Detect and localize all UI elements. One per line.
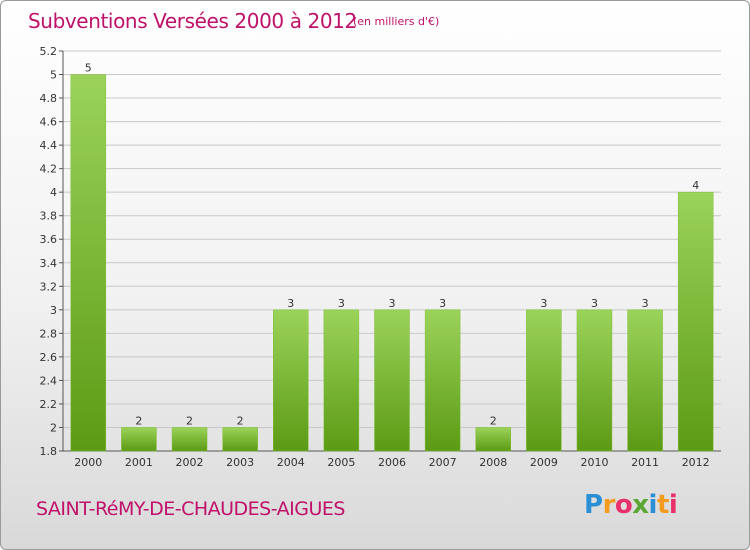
y-tick-label: 4.4 [40, 139, 58, 152]
x-tick-label: 2005 [327, 456, 355, 469]
bar-2000 [70, 74, 107, 452]
x-tick-label: 2001 [125, 456, 153, 469]
y-tick-label: 2.8 [40, 327, 58, 340]
x-tick-label: 2002 [176, 456, 204, 469]
y-tick-label: 4.6 [40, 116, 58, 129]
y-tick-label: 2.2 [40, 398, 58, 411]
x-tick-label: 2003 [226, 456, 254, 469]
bar-2003 [222, 427, 258, 452]
y-tick-label: 3.8 [40, 210, 58, 223]
commune-name: SAINT-RéMY-DE-CHAUDES-AIGUES [36, 498, 345, 520]
bar-2001 [121, 427, 157, 452]
data-label-2005: 3 [338, 297, 345, 310]
y-tick-label: 5.2 [40, 45, 58, 58]
x-tick-labels: 2000 2001 2002 2003 2004 2005 2006 2007 2008 2009… [74, 456, 709, 469]
data-label-2012: 4 [692, 179, 699, 192]
bars [70, 74, 714, 452]
x-tick-label: 2011 [631, 456, 659, 469]
data-label-2001: 2 [135, 414, 142, 427]
bar-2008 [475, 427, 511, 452]
y-tick-label: 3.2 [40, 280, 58, 293]
data-label-2004: 3 [287, 297, 294, 310]
x-tick-label: 2006 [378, 456, 406, 469]
data-label-2010: 3 [591, 297, 598, 310]
bar-2005 [323, 309, 360, 452]
data-label-2006: 3 [389, 297, 396, 310]
x-tick-label: 2007 [429, 456, 457, 469]
x-tick-label: 2008 [479, 456, 507, 469]
bar-2010 [576, 309, 613, 452]
data-label-2002: 2 [186, 414, 193, 427]
x-tick-label: 2000 [74, 456, 102, 469]
y-tick-label: 2.4 [40, 374, 58, 387]
x-tick-label: 2009 [530, 456, 558, 469]
unit-note: (en milliers d'€) [353, 15, 440, 28]
chart-title: Subventions Versées 2000 à 2012 [28, 9, 357, 33]
bar-2006 [374, 309, 410, 452]
y-tick-label: 1.8 [40, 445, 58, 458]
y-tick-labels: 5.2 5 4.8 4.6 4.4 4.2 4 3.8 3.6 3.4 3.2 3 2.8 2.6 2.4 2… [40, 45, 58, 458]
data-labels: 5 2 2 2 3 3 3 3 2 3 3 3 4 [85, 62, 699, 428]
data-label-2011: 3 [642, 297, 649, 310]
x-tick-label: 2012 [682, 456, 710, 469]
y-tick-label: 4.2 [40, 163, 58, 176]
bar-2004 [273, 309, 309, 452]
bar-2007 [424, 309, 461, 452]
bar-2009 [526, 309, 562, 452]
y-tick-label: 2 [50, 421, 57, 434]
x-tick-label: 2010 [580, 456, 608, 469]
bar-2012 [677, 191, 714, 452]
data-label-2000: 5 [85, 62, 92, 75]
data-label-2008: 2 [490, 414, 497, 427]
y-tick-label: 3.4 [40, 257, 58, 270]
data-label-2009: 3 [540, 297, 547, 310]
bar-2002 [171, 427, 208, 452]
data-label-2007: 3 [439, 297, 446, 310]
x-tick-label: 2004 [277, 456, 305, 469]
y-tick-label: 4 [50, 186, 57, 199]
y-tick-label: 3 [50, 304, 57, 317]
bar-2011 [627, 309, 663, 452]
y-tick-label: 4.8 [40, 92, 58, 105]
y-tick-label: 3.6 [40, 233, 58, 246]
y-tick-label: 2.6 [40, 351, 58, 364]
data-label-2003: 2 [237, 414, 244, 427]
proxiti-logo: Proxiti [584, 490, 678, 520]
y-tick-label: 5 [50, 69, 57, 82]
